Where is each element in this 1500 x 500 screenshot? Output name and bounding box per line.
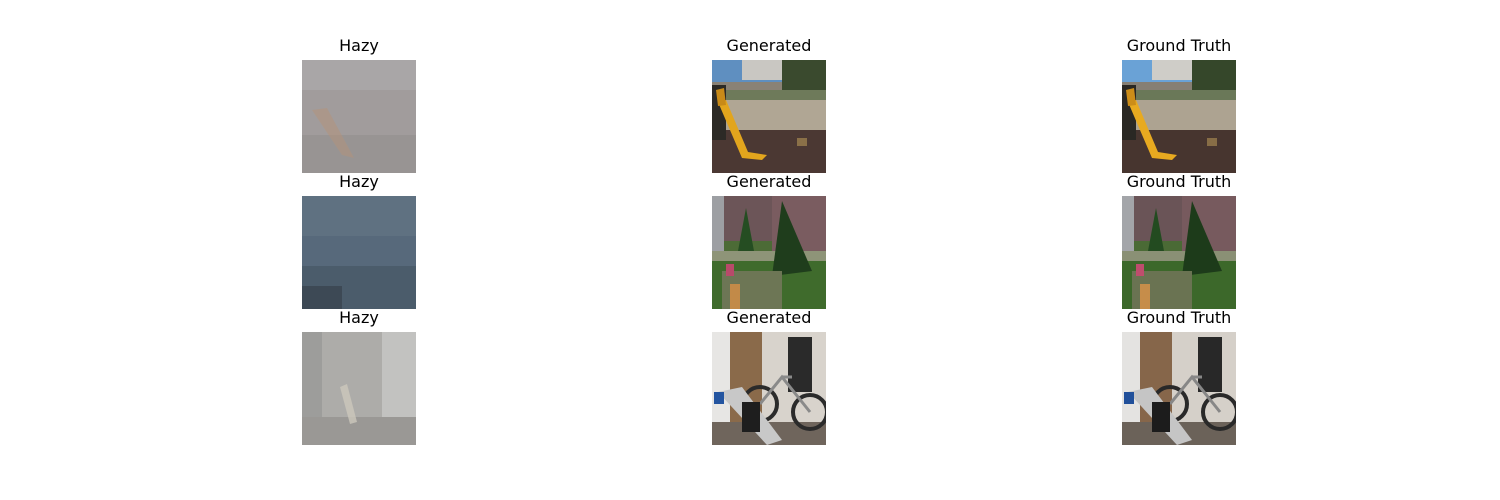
generated-bike-room-image bbox=[712, 332, 826, 445]
panel-title: Hazy bbox=[339, 308, 379, 327]
hazy-bike-room-image bbox=[302, 332, 416, 445]
panel-title: Generated bbox=[726, 36, 812, 55]
ground-truth-bike-room-image bbox=[1122, 332, 1236, 445]
generated-garden-image bbox=[712, 196, 826, 309]
generated-playground-image bbox=[712, 60, 826, 173]
panel-title: Ground Truth bbox=[1126, 308, 1232, 327]
panel-title: Ground Truth bbox=[1126, 172, 1232, 191]
ground-truth-playground-image bbox=[1122, 60, 1236, 173]
panel-title: Generated bbox=[726, 308, 812, 327]
panel-title: Hazy bbox=[339, 172, 379, 191]
panel-title: Generated bbox=[726, 172, 812, 191]
ground-truth-garden-image bbox=[1122, 196, 1236, 309]
panel-title: Ground Truth bbox=[1126, 36, 1232, 55]
panel-title: Hazy bbox=[339, 36, 379, 55]
hazy-playground-image bbox=[302, 60, 416, 173]
hazy-garden-image bbox=[302, 196, 416, 309]
